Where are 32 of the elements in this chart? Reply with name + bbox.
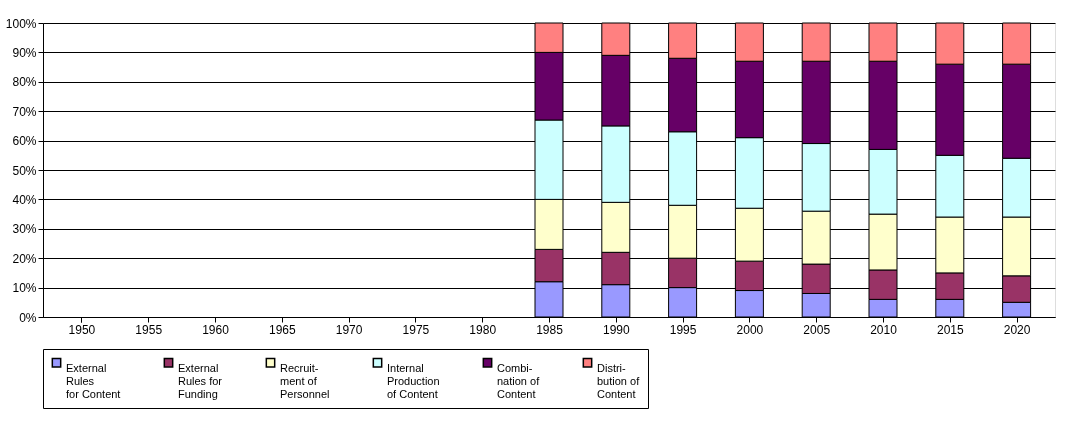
x-tick-label: 1950 <box>68 322 96 337</box>
x-tick-label: 1960 <box>202 322 230 337</box>
y-tick-label: 90% <box>12 45 37 60</box>
x-tick-label: 1980 <box>469 322 497 337</box>
y-tick-label: 0% <box>19 310 37 325</box>
y-tick-label: 70% <box>12 104 37 119</box>
x-tick-label: 2020 <box>1003 322 1031 337</box>
legend-label: Combi- nation of Content <box>497 361 541 400</box>
y-tick-label: 100% <box>5 16 37 31</box>
x-tick-label: 2005 <box>803 322 831 337</box>
x-tick-label: 1955 <box>135 322 163 337</box>
x-tick-label: 2000 <box>736 322 764 337</box>
x-tick-label: 1970 <box>335 322 363 337</box>
legend-label: Internal Production of Content <box>387 361 440 400</box>
y-tick-label: 10% <box>12 281 37 296</box>
x-tick-label: 1985 <box>536 322 564 337</box>
y-tick-label: 60% <box>12 134 37 149</box>
x-tick-label: 1990 <box>602 322 630 337</box>
y-tick-label: 40% <box>12 192 37 207</box>
y-tick-label: 30% <box>12 222 37 237</box>
x-tick-label: 1965 <box>268 322 296 337</box>
legend-label: Recruit- ment of Personnel <box>280 361 330 400</box>
y-tick-label: 50% <box>12 163 37 178</box>
y-tick-label: 80% <box>12 75 37 90</box>
x-tick-label: 2010 <box>870 322 898 337</box>
x-tick-label: 2015 <box>936 322 964 337</box>
y-tick-label: 20% <box>12 251 37 266</box>
x-tick-label: 1995 <box>669 322 697 337</box>
x-tick-label: 1975 <box>402 322 430 337</box>
legend-label: Distri- bution of Content <box>597 361 641 400</box>
legend-label: External Rules for Content <box>66 361 121 400</box>
legend-label: External Rules for Funding <box>178 361 223 400</box>
